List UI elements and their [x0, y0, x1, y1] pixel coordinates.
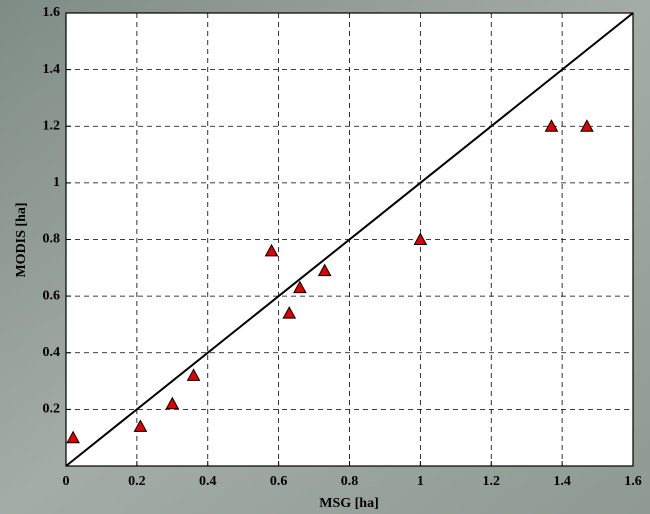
y-axis-label: MODIS [ha]: [14, 202, 29, 277]
y-tick-label: 0.4: [43, 345, 61, 360]
marker: [186, 368, 201, 381]
y-tick-label: 1: [53, 175, 60, 190]
marker: [264, 243, 279, 257]
x-axis-label: MSG [ha]: [319, 496, 379, 511]
x-tick-label: 1.2: [483, 474, 501, 489]
marker: [317, 263, 332, 277]
x-tick-label: 0: [63, 474, 70, 489]
marker: [165, 396, 180, 410]
marker: [413, 232, 428, 245]
marker: [133, 419, 148, 432]
y-tick-label: 1.6: [43, 5, 61, 20]
y-tick-label: 0.6: [43, 288, 61, 303]
marker: [293, 280, 307, 294]
x-tick-label: 0.2: [128, 474, 146, 489]
reference-line: [65, 12, 634, 467]
x-tick-label: 1: [417, 474, 424, 489]
x-tick-label: 0.4: [199, 474, 217, 489]
y-tick-label: 1.2: [43, 118, 61, 133]
x-tick-label: 0.6: [270, 474, 288, 489]
marker: [580, 119, 594, 132]
y-tick-label: 0.2: [43, 402, 61, 417]
y-tick-label: 1.4: [43, 62, 61, 77]
y-tick-label: 0.8: [43, 232, 61, 247]
marker: [66, 430, 80, 444]
marker: [282, 306, 297, 319]
x-tick-label: 1.6: [624, 474, 642, 489]
marker: [544, 119, 559, 132]
x-tick-label: 1.4: [553, 474, 571, 489]
x-tick-label: 0.8: [341, 474, 359, 489]
